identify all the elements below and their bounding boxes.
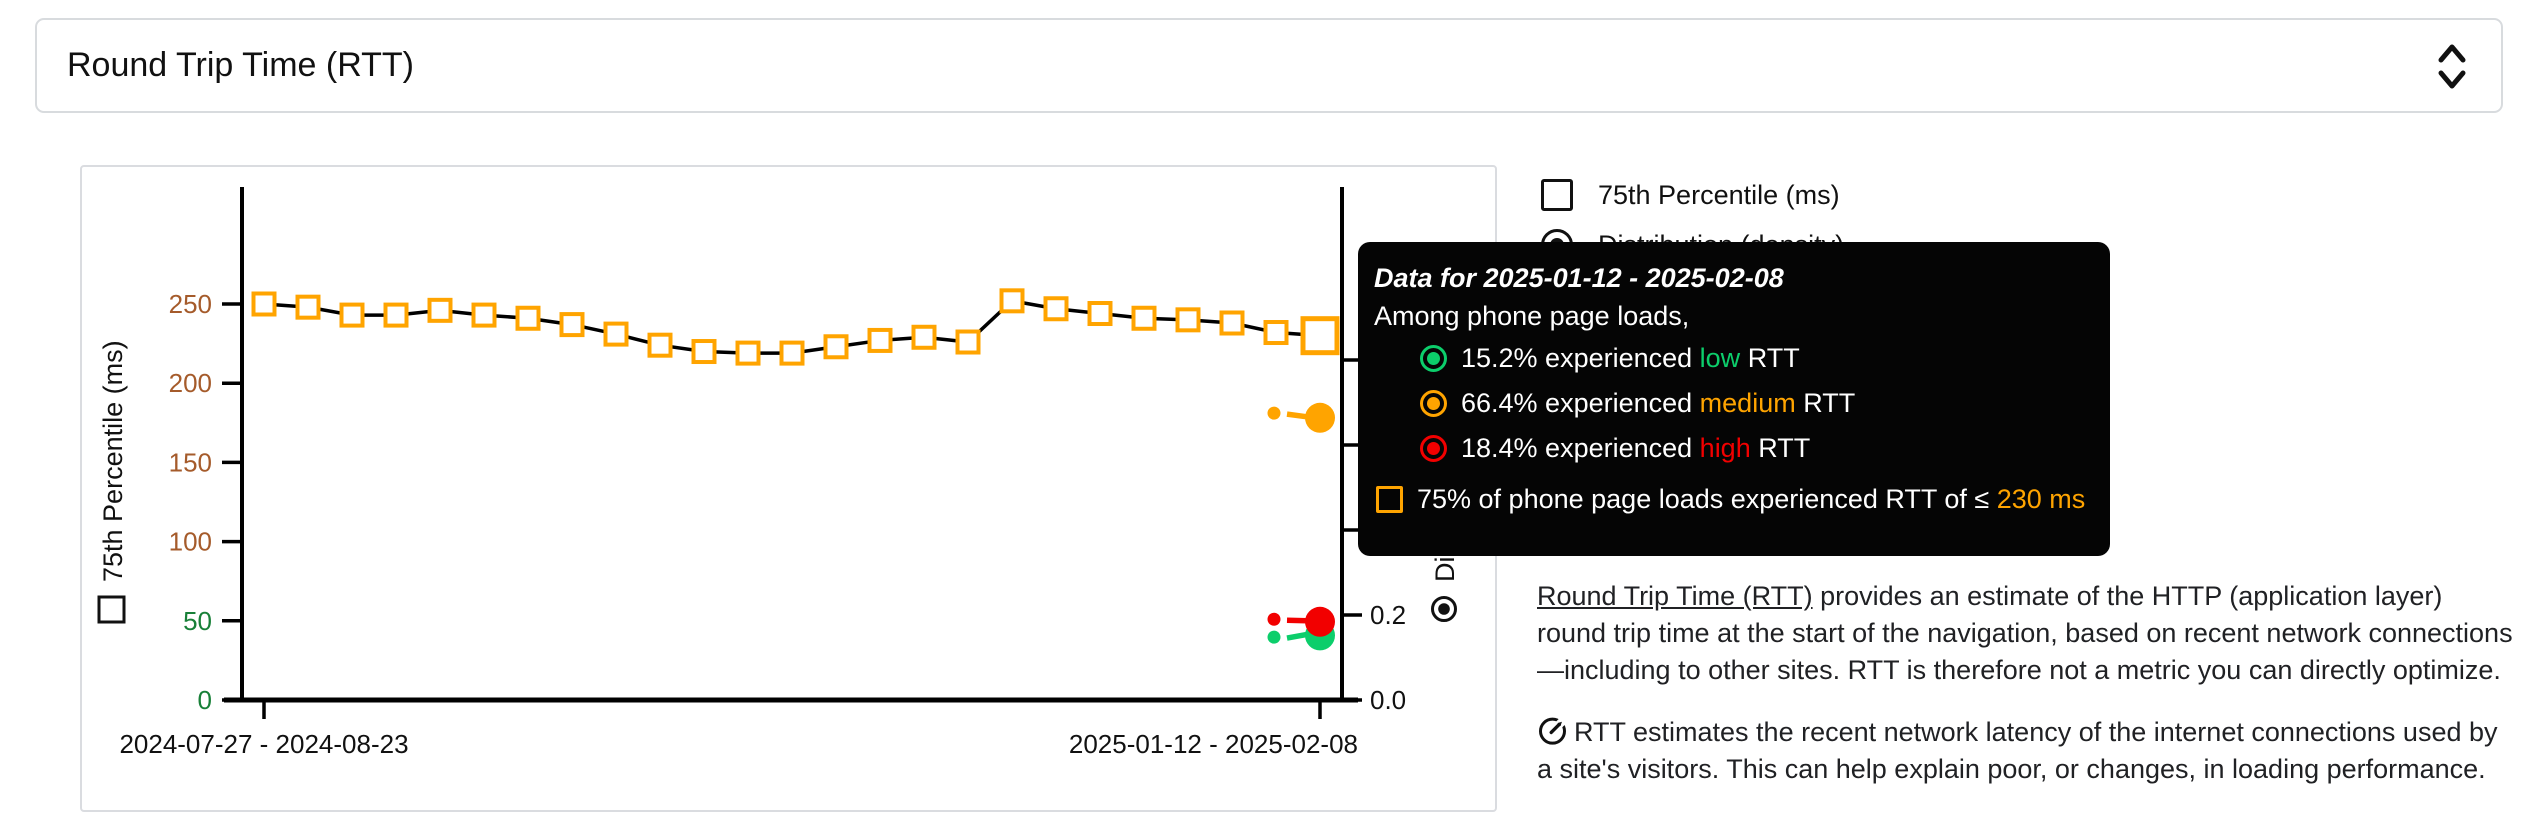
x-tick-label: 2024-07-27 - 2024-08-23 bbox=[119, 729, 408, 759]
x-tick-label: 2025-01-12 - 2025-02-08 bbox=[1069, 729, 1358, 759]
y-tick-label: 200 bbox=[169, 368, 212, 398]
y2-tick-label: 0.2 bbox=[1370, 600, 1406, 630]
y-tick-label: 250 bbox=[169, 289, 212, 319]
data-point[interactable] bbox=[295, 294, 321, 320]
data-point[interactable] bbox=[1043, 296, 1069, 322]
description-p2-text: RTT estimates the recent network latency… bbox=[1537, 717, 2498, 784]
percentile-label: 75th Percentile (ms) bbox=[1598, 179, 1840, 210]
high-density-icon bbox=[1420, 435, 1447, 462]
low-word: low bbox=[1699, 343, 1741, 373]
data-point[interactable] bbox=[515, 305, 541, 331]
description-paragraph-1: Round Trip Time (RTT) provides an estima… bbox=[1537, 578, 2515, 689]
data-point[interactable] bbox=[955, 329, 981, 355]
density-connector-high bbox=[1286, 617, 1308, 624]
density-connector-medium bbox=[1286, 411, 1308, 420]
gauge-icon bbox=[1539, 716, 1568, 745]
density-prev-dot-medium bbox=[1267, 406, 1281, 420]
medium-word: medium bbox=[1699, 388, 1796, 418]
y2-tick-label: 0.0 bbox=[1370, 685, 1406, 715]
metric-selector[interactable]: Round Trip Time (RTT) bbox=[35, 18, 2503, 113]
data-point-selected[interactable] bbox=[1300, 316, 1340, 356]
data-point[interactable] bbox=[603, 321, 629, 347]
data-point[interactable] bbox=[383, 302, 409, 328]
density-dot-high[interactable] bbox=[1305, 606, 1335, 637]
data-point[interactable] bbox=[999, 288, 1025, 314]
density-prev-dot-high bbox=[1267, 612, 1281, 626]
tooltip-subtitle: Among phone page loads, bbox=[1374, 301, 1690, 331]
tooltip-title: Data for 2025-01-12 - 2025-02-08 bbox=[1374, 263, 1784, 293]
data-point[interactable] bbox=[1219, 310, 1245, 336]
data-point[interactable] bbox=[867, 327, 893, 353]
data-point[interactable] bbox=[1087, 301, 1113, 327]
tooltip-row-high: 18.4% experienced high RTT bbox=[1374, 426, 2086, 471]
data-point[interactable] bbox=[251, 291, 277, 317]
metric-description: Round Trip Time (RTT) provides an estima… bbox=[1537, 578, 2515, 788]
tooltip-row-threshold: 75% of phone page loads experienced RTT … bbox=[1374, 477, 2086, 522]
data-point[interactable] bbox=[471, 302, 497, 328]
data-point[interactable] bbox=[339, 302, 365, 328]
tooltip-row-low: 15.2% experienced low RTT bbox=[1374, 336, 2086, 381]
description-p1-text: provides an estimate of the HTTP (applic… bbox=[1537, 581, 2513, 685]
tooltip-row-medium: 66.4% experienced medium RTT bbox=[1374, 381, 2086, 426]
density-prev-dot-low bbox=[1267, 630, 1281, 644]
threshold-value: 230 ms bbox=[1996, 484, 2086, 514]
y-tick-label: 0 bbox=[198, 685, 212, 715]
description-paragraph-2: RTT estimates the recent network latency… bbox=[1537, 714, 2515, 788]
data-point[interactable] bbox=[559, 312, 585, 338]
y-tick-label: 150 bbox=[169, 447, 212, 477]
y-axis-title: 75th Percentile (ms) bbox=[97, 340, 128, 624]
data-point[interactable] bbox=[1131, 305, 1157, 331]
density-dot-medium[interactable] bbox=[1305, 402, 1335, 433]
density-connector-low bbox=[1286, 631, 1308, 641]
y-tick-label: 100 bbox=[169, 527, 212, 557]
unfold-more-icon bbox=[2438, 44, 2466, 88]
data-point[interactable] bbox=[1263, 320, 1289, 346]
chart-card: 0501001502002500.00.20.40.60.82024-07-27… bbox=[80, 165, 1497, 812]
high-word: high bbox=[1699, 433, 1751, 463]
data-point[interactable] bbox=[823, 334, 849, 360]
rtt-doc-link[interactable]: Round Trip Time (RTT) bbox=[1537, 581, 1813, 611]
low-density-icon bbox=[1420, 345, 1447, 372]
y-tick-label: 50 bbox=[183, 606, 212, 636]
svg-text:75th Percentile (ms): 75th Percentile (ms) bbox=[98, 340, 128, 582]
legend-row-percentile[interactable]: 75th Percentile (ms) bbox=[1541, 170, 1844, 220]
rtt-chart[interactable]: 0501001502002500.00.20.40.60.82024-07-27… bbox=[82, 167, 1495, 810]
metric-selector-value: Round Trip Time (RTT) bbox=[67, 46, 415, 84]
data-point[interactable] bbox=[735, 340, 761, 366]
data-point[interactable] bbox=[779, 340, 805, 366]
percentile-marker-icon bbox=[1376, 486, 1403, 513]
data-point[interactable] bbox=[647, 332, 673, 358]
medium-density-icon bbox=[1420, 390, 1447, 417]
data-point[interactable] bbox=[691, 339, 717, 365]
chart-tooltip: Data for 2025-01-12 - 2025-02-08 Among p… bbox=[1358, 242, 2110, 556]
data-point[interactable] bbox=[911, 324, 937, 350]
percentile-checkbox[interactable] bbox=[1541, 179, 1573, 211]
data-point[interactable] bbox=[427, 297, 453, 323]
data-point[interactable] bbox=[1175, 307, 1201, 333]
